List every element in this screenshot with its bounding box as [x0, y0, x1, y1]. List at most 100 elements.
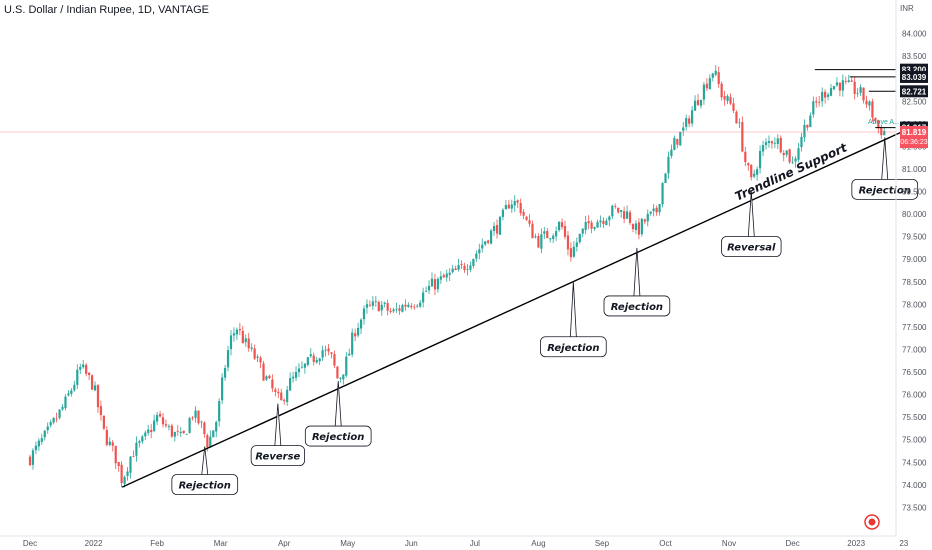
callout-reversal[interactable]: Reversal	[721, 191, 782, 257]
price-axis[interactable]: INR 73.500 74.000 74.500 75.000 75.500 76.000 7…	[895, 0, 928, 536]
candle-body	[333, 353, 336, 366]
alert-label: Above A...	[868, 119, 900, 126]
candle-body	[215, 421, 218, 432]
candle-body	[824, 91, 827, 98]
candle-body	[356, 327, 360, 336]
callout-reverse[interactable]: Reverse	[250, 403, 305, 467]
price-tag-label: 83.039	[902, 73, 927, 82]
candle-body	[226, 350, 230, 368]
candle-body	[490, 230, 493, 244]
candle-body	[327, 348, 330, 352]
candle-body	[374, 301, 377, 302]
candle-body	[147, 429, 150, 434]
callout-box	[540, 336, 607, 358]
candle-body	[826, 94, 830, 97]
callout-rejection[interactable]: Rejection	[304, 381, 372, 447]
y-tick-label: 83.500	[902, 52, 927, 61]
candle-body	[55, 418, 58, 420]
callout-rejection[interactable]: Rejection	[851, 137, 919, 200]
x-tick-label: Mar	[214, 539, 228, 548]
candle-body	[670, 149, 673, 157]
candle-body	[102, 415, 105, 429]
y-tick-label: 79.500	[902, 233, 927, 242]
callout-rejection[interactable]: Rejection	[540, 281, 607, 358]
candle-body	[362, 308, 366, 320]
y-tick-label: 84.000	[902, 30, 927, 39]
candle-body	[90, 375, 94, 390]
x-tick-label: Jul	[470, 539, 480, 548]
candle-body	[58, 409, 61, 418]
candle-body	[634, 223, 638, 230]
candle-body	[841, 80, 844, 91]
callout-text: Rejection	[859, 185, 911, 196]
candle-body	[475, 253, 478, 259]
candle-body	[203, 422, 206, 435]
x-tick-label: Aug	[531, 539, 545, 548]
candle-body	[392, 309, 395, 312]
candle-body	[52, 418, 55, 423]
candle-body	[218, 401, 221, 422]
candle-body	[463, 265, 466, 271]
candle-body	[655, 207, 658, 213]
callout-pointer	[881, 137, 889, 180]
candle-body	[803, 124, 806, 138]
callout-text: Rejection	[312, 432, 364, 443]
candle-body	[563, 226, 567, 237]
price-tag[interactable]	[900, 85, 928, 98]
price-tag[interactable]	[900, 70, 928, 83]
candle-body	[555, 231, 558, 237]
candle-body	[738, 122, 741, 124]
candle-body	[628, 212, 632, 223]
candle-body	[283, 399, 286, 402]
candle-body	[330, 352, 333, 354]
callout-box	[603, 295, 671, 317]
currency-label: INR	[900, 4, 914, 13]
candle-body	[185, 434, 188, 435]
candle-body	[572, 246, 575, 257]
candle-body	[699, 99, 703, 106]
candle-body	[303, 363, 306, 368]
callout-box	[721, 236, 782, 257]
candle-body	[667, 156, 670, 174]
y-tick-label: 73.500	[902, 503, 927, 512]
y-tick-label: 82.500	[902, 97, 927, 106]
candle-body	[79, 366, 82, 370]
candle-body	[747, 163, 750, 166]
candle-body	[513, 200, 516, 206]
candle-body	[552, 235, 555, 239]
candle-body	[300, 366, 304, 368]
candle-body	[286, 389, 289, 402]
candle-body	[191, 417, 194, 419]
candle-body	[753, 173, 756, 177]
callout-text: Reverse	[255, 452, 300, 463]
tradingview-logo-icon[interactable]	[864, 514, 880, 530]
candle-body	[377, 301, 380, 312]
current-price-tag[interactable]	[900, 125, 928, 148]
candle-body	[611, 205, 614, 217]
y-tick-label: 81.000	[902, 165, 927, 174]
callout-rejection[interactable]: Rejection	[171, 446, 239, 495]
x-tick-label: 23	[899, 539, 908, 548]
candle-body	[108, 441, 111, 445]
callout-rejection[interactable]: Rejection	[603, 247, 671, 317]
candle-body	[847, 80, 850, 82]
candle-body	[345, 356, 348, 376]
candle-body	[693, 100, 697, 111]
candle-body	[519, 203, 522, 214]
candle-body	[682, 127, 685, 131]
countdown-label: 06:36:23	[900, 139, 927, 146]
candle-body	[832, 86, 836, 90]
candle-body	[744, 151, 747, 162]
time-axis[interactable]: Dec 2022 Feb Mar Apr May Jun Jul Aug Sep Oct Nov Dec…	[0, 535, 909, 548]
candle-body	[472, 258, 475, 266]
candle-body	[643, 219, 646, 222]
candle-body	[617, 207, 620, 213]
candle-body	[770, 141, 774, 144]
candle-body	[815, 101, 818, 103]
candle-body	[806, 124, 809, 128]
trendline[interactable]	[121, 125, 915, 488]
candle-body	[844, 81, 847, 82]
candle-body	[492, 225, 496, 231]
candle-body	[481, 244, 484, 249]
